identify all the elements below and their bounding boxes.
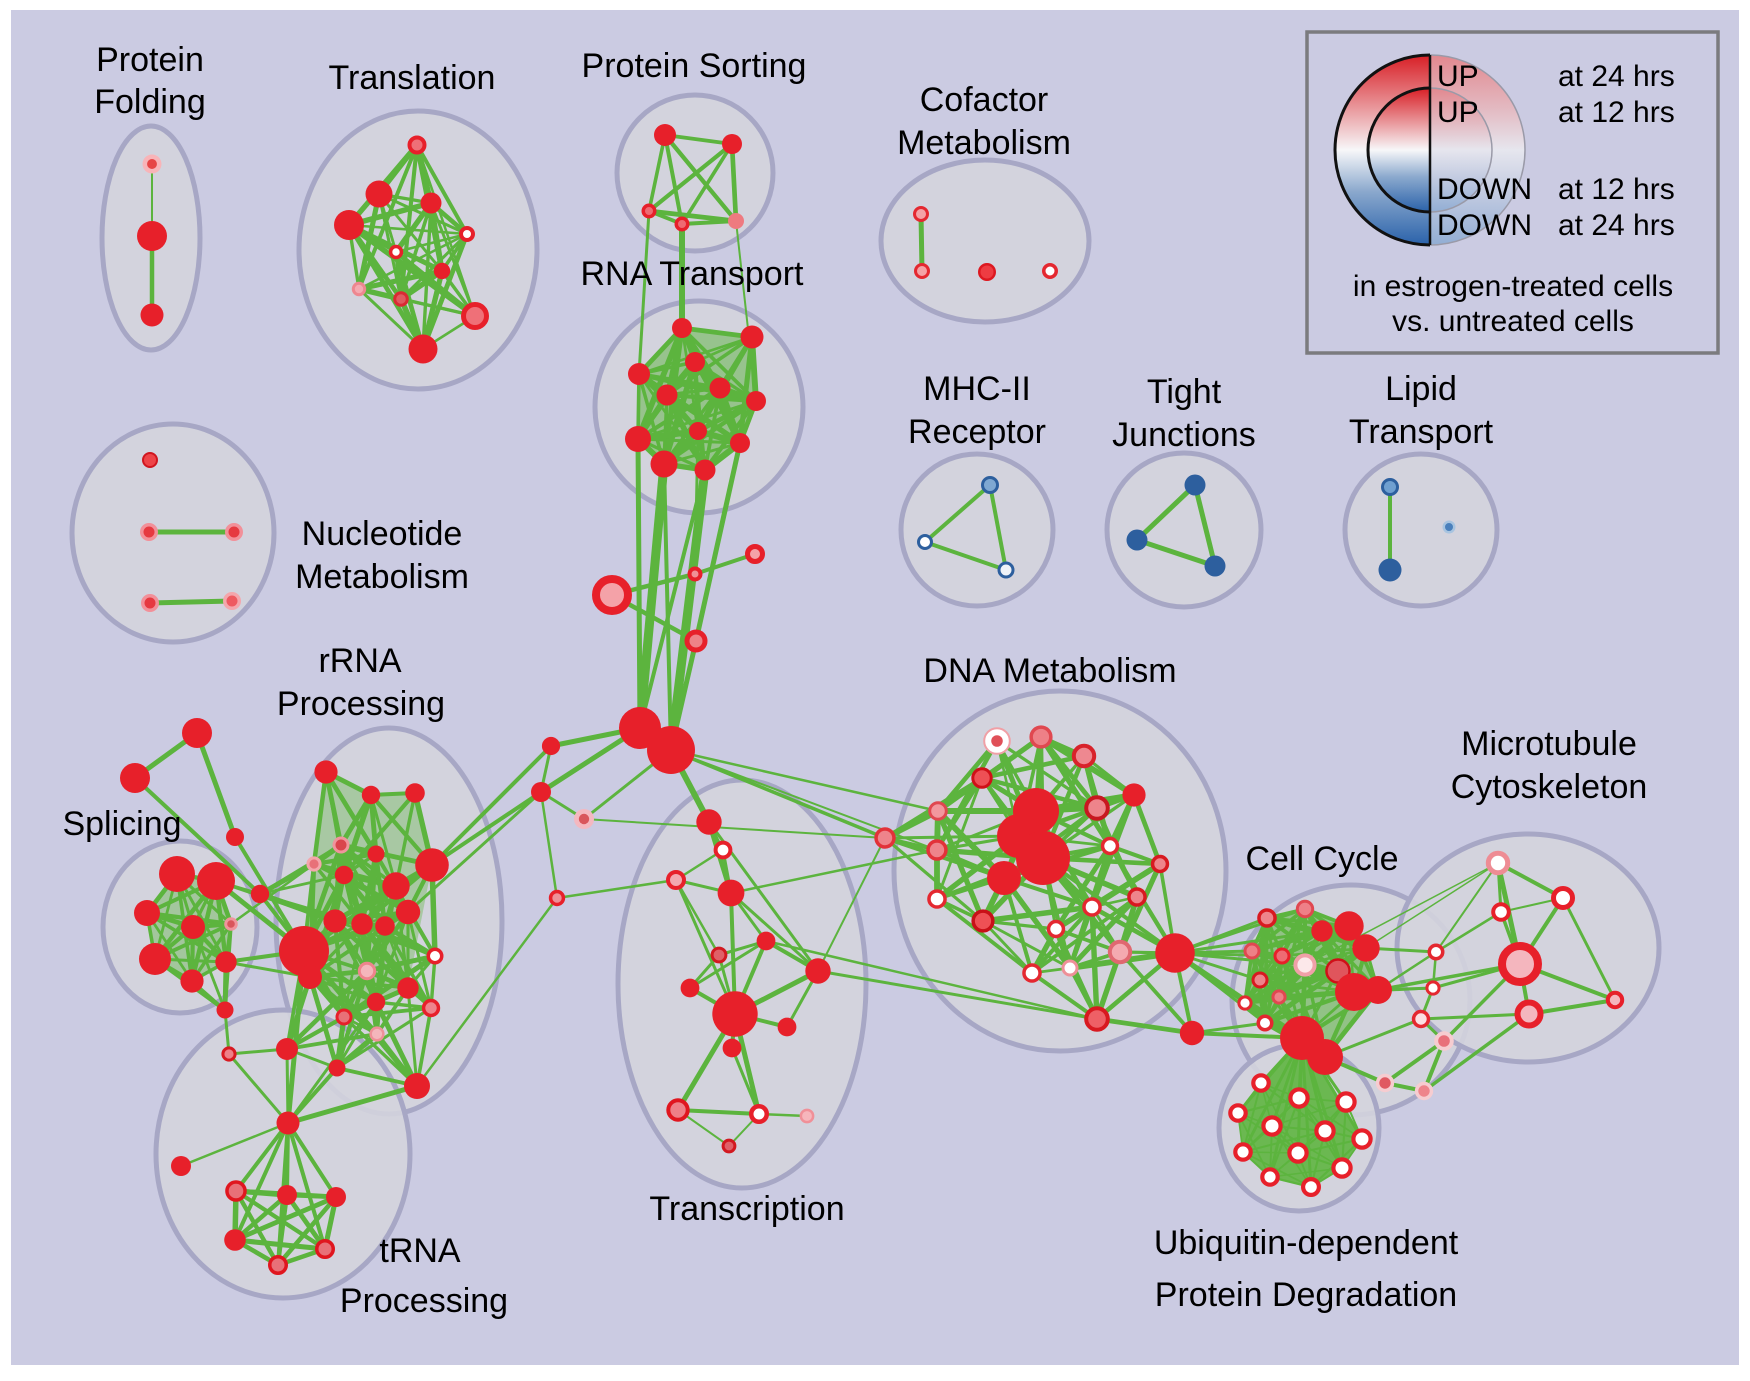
svg-text:Translation: Translation [329,59,496,97]
svg-text:in estrogen-treated cells: in estrogen-treated cells [1353,270,1673,303]
svg-text:RNA Transport: RNA Transport [581,255,805,293]
svg-text:Cofactor: Cofactor [920,81,1049,119]
svg-text:Receptor: Receptor [908,413,1046,451]
svg-text:DOWN: DOWN [1437,209,1532,242]
svg-text:Transport: Transport [1349,413,1494,451]
svg-text:Ubiquitin-dependent: Ubiquitin-dependent [1154,1224,1459,1262]
svg-text:at 12 hrs: at 12 hrs [1558,96,1675,129]
svg-text:Metabolism: Metabolism [897,124,1071,162]
svg-text:vs. untreated cells: vs. untreated cells [1392,305,1634,338]
svg-text:Protein Degradation: Protein Degradation [1155,1276,1457,1314]
svg-text:Splicing: Splicing [62,805,181,843]
svg-text:Protein: Protein [96,41,204,79]
svg-text:at 24 hrs: at 24 hrs [1558,60,1675,93]
svg-text:Cell Cycle: Cell Cycle [1245,840,1398,878]
svg-text:at 12 hrs: at 12 hrs [1558,173,1675,206]
svg-text:rRNA: rRNA [318,642,401,680]
svg-text:Transcription: Transcription [649,1190,844,1228]
svg-text:DNA Metabolism: DNA Metabolism [923,652,1176,690]
svg-text:Nucleotide: Nucleotide [302,515,463,553]
svg-text:Processing: Processing [340,1282,508,1320]
svg-text:Cytoskeleton: Cytoskeleton [1451,768,1648,806]
svg-text:Junctions: Junctions [1112,416,1256,454]
svg-text:DOWN: DOWN [1437,173,1532,206]
svg-text:MHC-II: MHC-II [923,370,1031,408]
svg-text:Processing: Processing [277,685,445,723]
svg-text:UP: UP [1437,60,1479,93]
svg-text:Microtubule: Microtubule [1461,725,1637,763]
svg-text:UP: UP [1437,96,1479,129]
svg-text:tRNA: tRNA [379,1232,461,1270]
svg-text:Folding: Folding [94,83,206,121]
svg-text:Tight: Tight [1147,373,1222,411]
svg-text:Metabolism: Metabolism [295,558,469,596]
svg-text:Lipid: Lipid [1385,370,1457,408]
svg-text:Protein Sorting: Protein Sorting [582,47,807,85]
svg-text:at 24 hrs: at 24 hrs [1558,209,1675,242]
